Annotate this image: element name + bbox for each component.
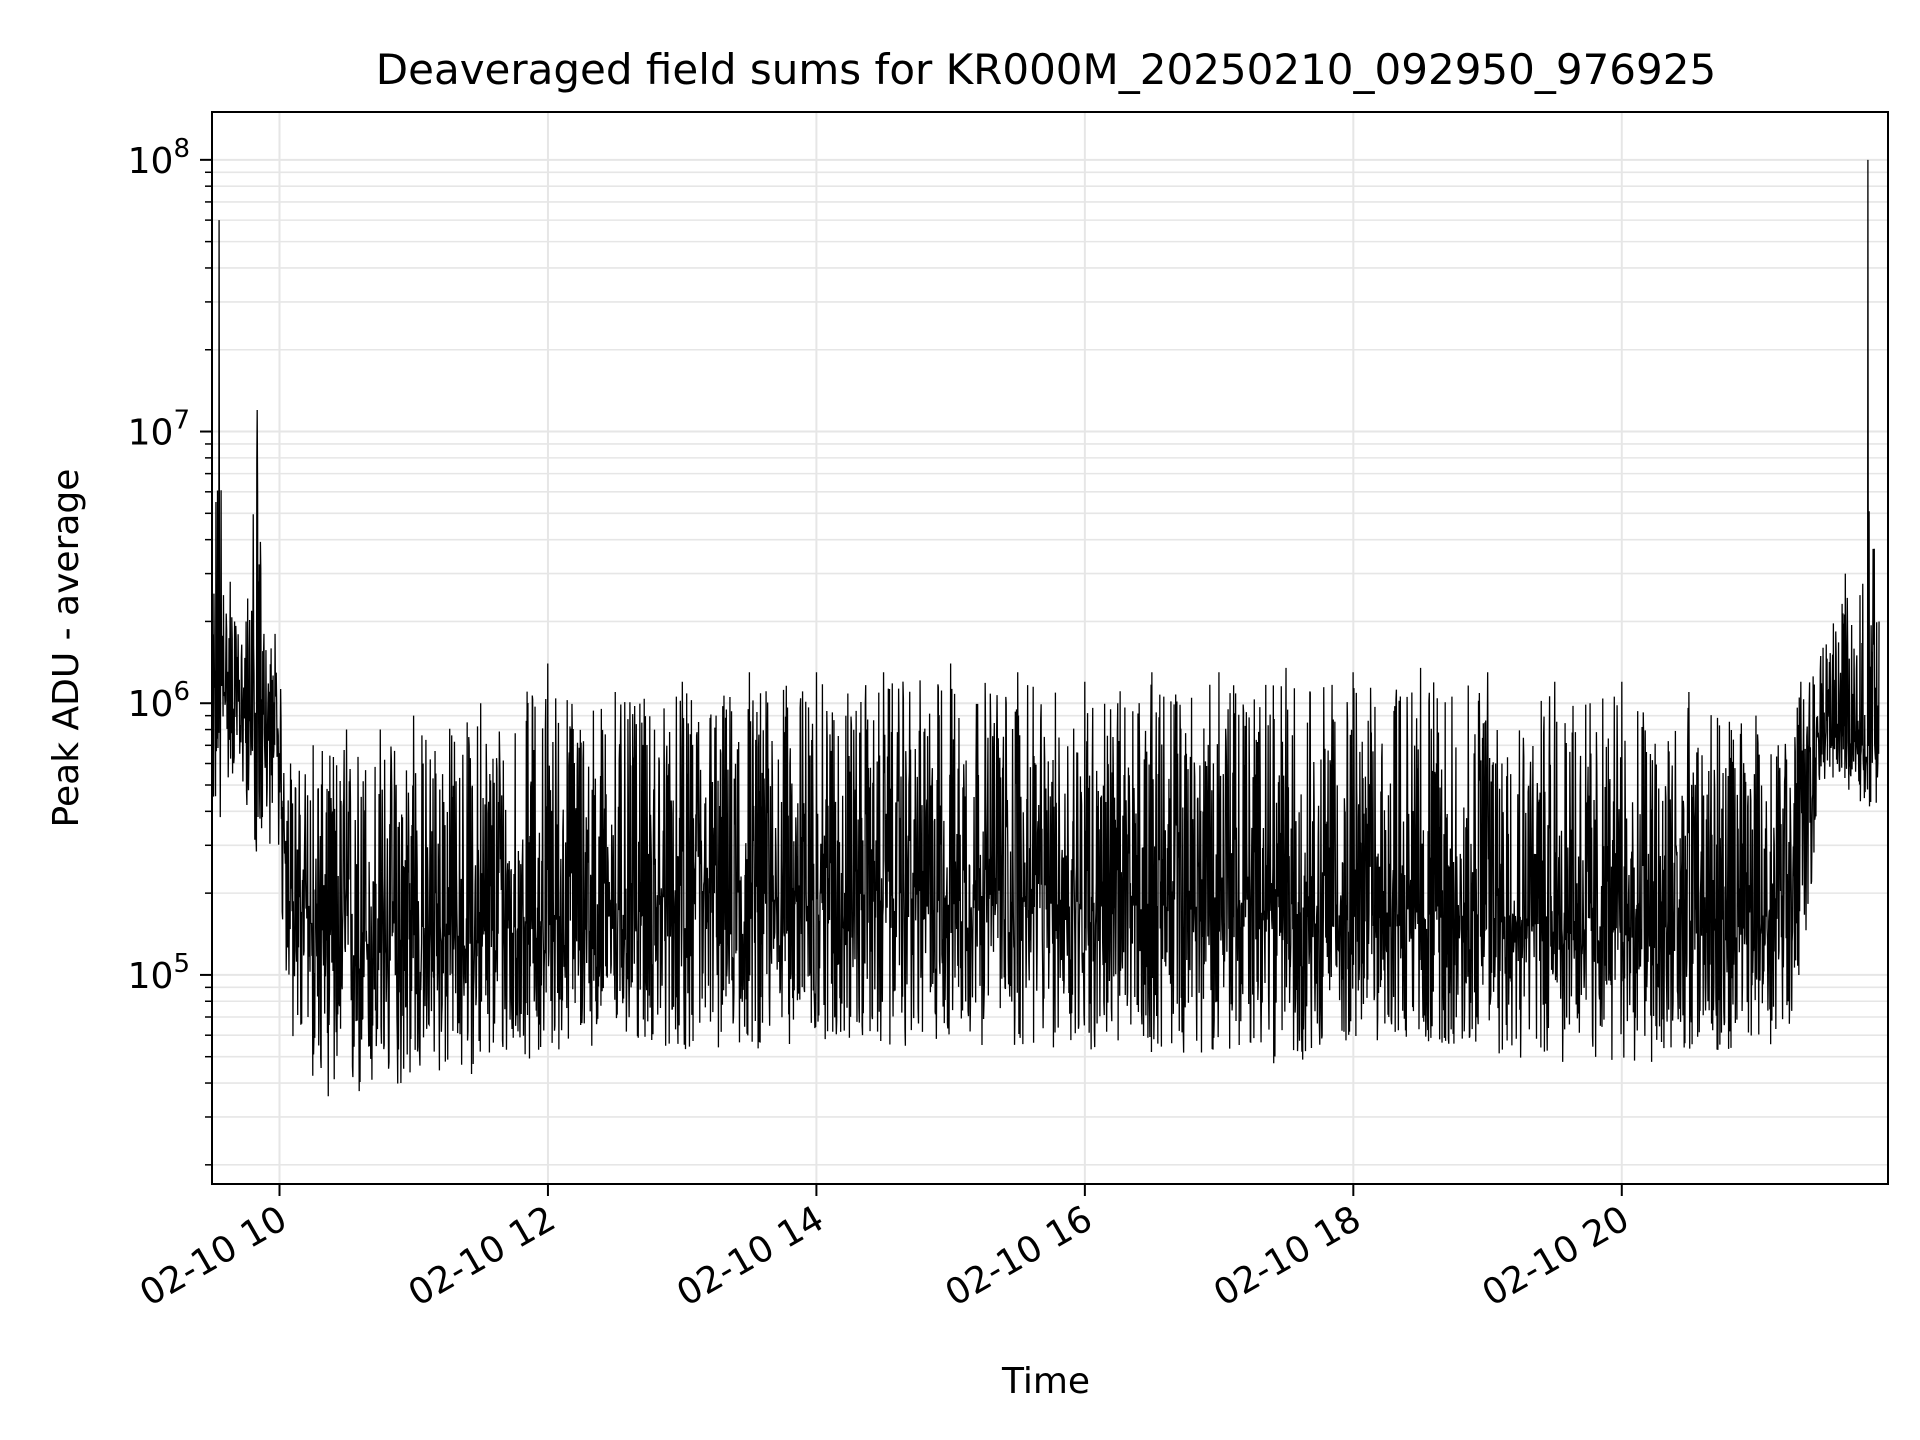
chart-title: Deaveraged field sums for KR000M_2025021… xyxy=(376,45,1716,94)
plot-frame xyxy=(211,111,1889,1185)
y-tick-label: 108 xyxy=(128,134,190,182)
series-line xyxy=(211,159,1880,1097)
data-layer xyxy=(211,159,1880,1097)
y-tick-label: 106 xyxy=(128,677,190,725)
x-axis-label: Time xyxy=(1001,1361,1090,1402)
y-axis-label: Peak ADU - average xyxy=(46,469,87,828)
y-tick-label: 107 xyxy=(128,406,190,454)
y-tick-label: 105 xyxy=(128,949,190,997)
y-axis: 105 106 107 108 xyxy=(128,134,212,1166)
